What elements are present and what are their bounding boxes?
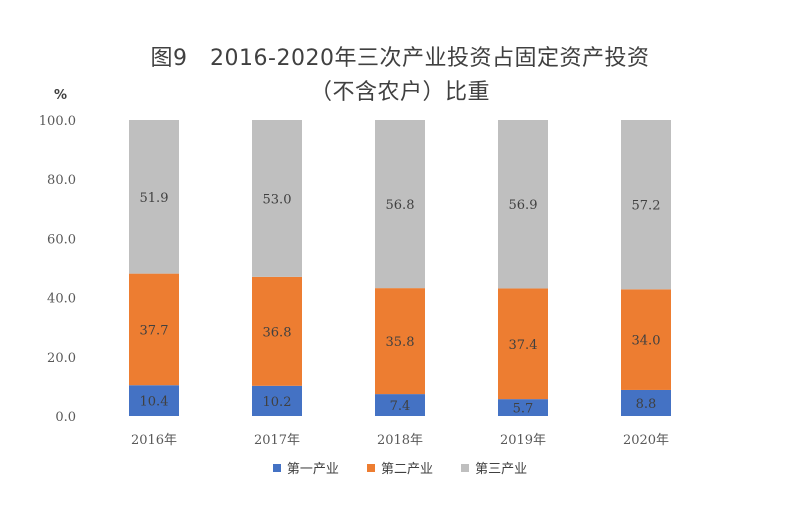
legend-swatch-secondary bbox=[366, 463, 375, 472]
legend-item-primary: 第一产业 bbox=[272, 458, 339, 477]
y-tick-label: 40.0 bbox=[47, 292, 76, 307]
chart-title-line2: （不含农户）比重 bbox=[309, 80, 490, 105]
legend-label-primary: 第一产业 bbox=[286, 462, 339, 477]
data-label: 37.4 bbox=[509, 338, 538, 353]
x-tick-label: 2016年 bbox=[131, 433, 177, 448]
data-label: 36.8 bbox=[263, 325, 292, 340]
data-label: 37.7 bbox=[140, 323, 169, 338]
x-axis: 2016年 2017年 2018年 2019年 2020年 bbox=[131, 433, 669, 448]
data-label: 56.8 bbox=[386, 198, 415, 213]
bar-segment bbox=[252, 276, 302, 386]
chart-title-line1: 图9 2016-2020年三次产业投资占固定资产投资 bbox=[150, 46, 650, 71]
data-label: 8.8 bbox=[636, 397, 657, 412]
bar-segment bbox=[621, 289, 671, 390]
bar-segment bbox=[375, 288, 425, 395]
y-tick-label: 80.0 bbox=[47, 173, 76, 188]
y-tick-label: 100.0 bbox=[39, 114, 76, 129]
bar-segment bbox=[375, 120, 425, 289]
bar-segment bbox=[129, 120, 179, 274]
x-tick-label: 2017年 bbox=[254, 433, 300, 448]
bar-segment bbox=[252, 385, 302, 416]
data-label: 10.2 bbox=[263, 395, 292, 410]
bar-segment bbox=[621, 389, 671, 416]
data-label: 51.9 bbox=[140, 191, 169, 206]
bar-segment bbox=[252, 120, 302, 277]
y-axis-unit: % bbox=[54, 88, 68, 103]
data-label: 34.0 bbox=[632, 334, 661, 349]
bars: 10.4 37.7 51.9 10.2 36.8 53.0 7.4 35.8 56.8 5.7 37… bbox=[129, 120, 671, 417]
data-label: 56.9 bbox=[509, 198, 538, 213]
legend-item-secondary: 第二产业 bbox=[366, 458, 433, 477]
bar-segment bbox=[498, 288, 548, 400]
y-tick-label: 0.0 bbox=[55, 410, 76, 425]
data-label: 7.4 bbox=[390, 399, 411, 414]
y-tick-label: 20.0 bbox=[47, 351, 76, 366]
bar-segment bbox=[498, 120, 548, 289]
bar-segment bbox=[129, 273, 179, 386]
y-tick-label: 60.0 bbox=[47, 232, 76, 247]
data-label: 10.4 bbox=[140, 395, 169, 410]
data-label: 53.0 bbox=[263, 192, 292, 207]
x-tick-label: 2019年 bbox=[500, 433, 546, 448]
data-label: 35.8 bbox=[386, 335, 415, 350]
y-axis: 0.0 20.0 40.0 60.0 80.0 100.0 bbox=[39, 114, 76, 425]
legend-label-secondary: 第二产业 bbox=[380, 462, 433, 477]
x-tick-label: 2018年 bbox=[377, 433, 423, 448]
legend-label-tertiary: 第三产业 bbox=[475, 462, 528, 477]
x-tick-label: 2020年 bbox=[623, 433, 669, 448]
legend-swatch-primary bbox=[272, 463, 281, 472]
legend-item-tertiary: 第三产业 bbox=[461, 458, 527, 477]
bar-segment bbox=[498, 399, 548, 416]
bar-segment bbox=[621, 120, 671, 290]
legend-swatch-tertiary bbox=[461, 463, 470, 472]
data-label: 5.7 bbox=[513, 402, 534, 417]
data-label: 57.2 bbox=[632, 199, 661, 214]
legend: 第一产业 第二产业 第三产业 bbox=[0, 458, 800, 477]
bar-segment bbox=[375, 394, 425, 416]
bar-segment bbox=[129, 385, 179, 416]
